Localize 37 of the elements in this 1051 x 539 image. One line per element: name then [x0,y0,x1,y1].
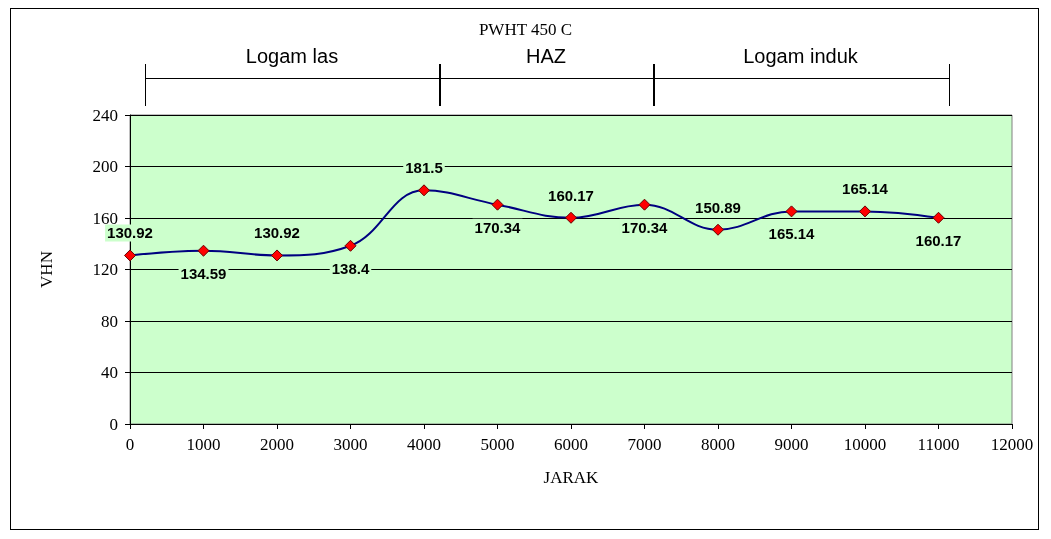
y-tick-label: 120 [92,260,118,279]
data-label: 138.4 [331,259,370,277]
x-tick-label: 9000 [774,435,809,454]
x-tick-label: 12000 [990,435,1034,454]
text: HAZ [526,45,566,68]
x-tick-label: 4000 [407,435,441,454]
y-tick-label: 240 [92,105,118,125]
data-label: 165.14 [842,180,889,198]
x-tick-label: 6000 [554,435,588,454]
text: Logam las [245,45,339,68]
data-label: 170.34 [621,218,669,236]
x-tick-label: 3000 [333,435,368,454]
x-tick-label: 10000 [843,435,887,454]
data-label: 165.14 [768,225,816,243]
x-tick-label: 2000 [260,435,294,454]
data-label: 130.92 [254,224,300,242]
data-label: 150.89 [695,198,741,216]
data-label: 160.17 [915,231,962,249]
y-tick-label: 40 [101,363,118,382]
x-tick-label: 5000 [480,435,515,454]
y-tick-label: 200 [92,157,118,176]
y-tick-label: 0 [109,414,118,434]
data-label: 170.34 [474,218,522,236]
data-label: 130.92 [107,224,153,242]
x-tick-label: 1000 [186,435,221,454]
data-label: 181.5 [405,159,443,177]
data-label: 160.17 [548,186,594,204]
x-tick-label: 0 [125,435,135,454]
x-tick-label: 11000 [917,435,960,454]
x-tick-label: 8000 [701,435,735,454]
x-tick-label: 7000 [627,435,662,454]
text: Logam induk [743,45,858,68]
data-label: 134.59 [180,264,227,282]
x-axis-title: JARAK [543,468,600,487]
chart-title: PWHT 450 C [478,20,573,39]
y-axis-title: VHN [37,251,56,288]
y-tick-label: 80 [101,311,118,331]
